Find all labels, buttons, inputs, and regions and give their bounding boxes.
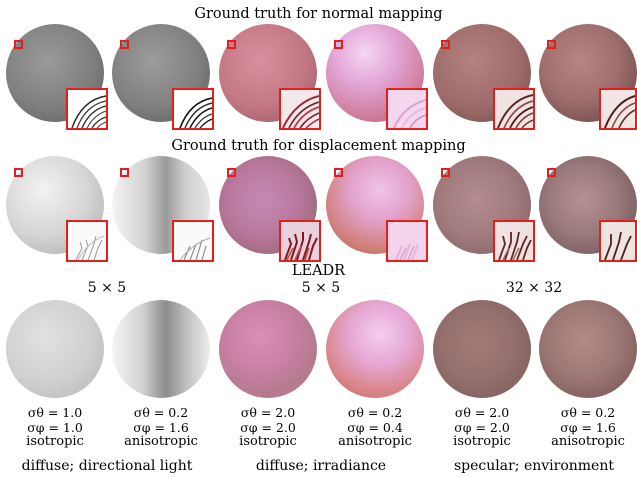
zoom-inset-displacement-6 <box>599 220 637 262</box>
zoom-marker <box>547 168 556 177</box>
zoom-inset-displacement-3 <box>279 220 321 262</box>
zoom-marker <box>120 168 129 177</box>
zoom-marker <box>547 40 556 49</box>
column-caption: σθ = 1.0 σφ = 1.0 isotropic <box>6 405 104 450</box>
sphere-leadr-4 <box>326 300 424 398</box>
column-caption: σθ = 0.2 σφ = 1.6 anisotropic <box>539 405 637 450</box>
displacement-mapping-row <box>0 154 637 262</box>
sigma-theta: σθ = 1.0 <box>27 405 83 420</box>
sigma-phi: σφ = 2.0 <box>240 419 296 435</box>
sigma-theta: σθ = 2.0 <box>454 405 510 420</box>
zoom-marker <box>120 40 129 49</box>
sigma-theta: σθ = 0.2 <box>560 405 616 420</box>
column-type: isotropic <box>453 434 511 449</box>
resolution-label: 5 × 5 <box>301 280 341 296</box>
leadr-row <box>0 298 637 406</box>
normal-mapping-heading: Ground truth for normal mapping <box>194 6 443 22</box>
column-caption: σθ = 2.0 σφ = 2.0 isotropic <box>433 405 531 450</box>
column-caption: σθ = 2.0 σφ = 2.0 isotropic <box>219 405 317 450</box>
zoom-inset-displacement-2 <box>172 220 214 262</box>
sigma-phi: σφ = 1.6 <box>560 419 616 435</box>
sigma-phi: σφ = 1.0 <box>27 419 83 435</box>
zoom-marker <box>334 168 343 177</box>
zoom-marker <box>14 40 23 49</box>
group-label: specular; environment <box>453 458 614 474</box>
sigma-phi: σφ = 2.0 <box>454 419 510 435</box>
zoom-marker <box>441 40 450 49</box>
displacement-mapping-heading: Ground truth for displacement mapping <box>171 138 466 154</box>
column-type: anisotropic <box>124 434 198 449</box>
sigma-phi: σφ = 1.6 <box>133 419 189 435</box>
zoom-marker <box>14 168 23 177</box>
sphere-leadr-3 <box>219 300 317 398</box>
zoom-inset-normal-5 <box>493 88 535 130</box>
zoom-marker <box>334 40 343 49</box>
zoom-inset-normal-1 <box>66 88 108 130</box>
resolution-label: 5 × 5 <box>87 280 127 296</box>
leadr-heading: LEADR <box>291 263 346 279</box>
zoom-marker <box>227 40 236 49</box>
column-type: isotropic <box>239 434 297 449</box>
zoom-marker <box>227 168 236 177</box>
normal-mapping-row <box>0 22 637 130</box>
sigma-theta: σθ = 2.0 <box>240 405 296 420</box>
column-type: anisotropic <box>551 434 625 449</box>
zoom-inset-normal-6 <box>599 88 637 130</box>
zoom-inset-displacement-1 <box>66 220 108 262</box>
zoom-inset-normal-3 <box>279 88 321 130</box>
column-type: anisotropic <box>338 434 412 449</box>
sphere-leadr-5 <box>433 300 531 398</box>
zoom-inset-normal-2 <box>172 88 214 130</box>
zoom-inset-displacement-5 <box>493 220 535 262</box>
column-caption: σθ = 0.2 σφ = 0.4 anisotropic <box>326 405 424 450</box>
zoom-marker <box>441 168 450 177</box>
sigma-phi: σφ = 0.4 <box>347 419 403 435</box>
sphere-leadr-1 <box>6 300 104 398</box>
column-caption: σθ = 0.2 σφ = 1.6 anisotropic <box>112 405 210 450</box>
resolution-label: 32 × 32 <box>505 280 563 296</box>
group-label: diffuse; directional light <box>21 458 193 474</box>
group-label: diffuse; irradiance <box>255 458 387 474</box>
sphere-leadr-2 <box>112 300 210 398</box>
column-type: isotropic <box>26 434 84 449</box>
sigma-theta: σθ = 0.2 <box>347 405 403 420</box>
zoom-inset-normal-4 <box>386 88 428 130</box>
zoom-inset-displacement-4 <box>386 220 428 262</box>
sphere-leadr-6 <box>539 300 637 398</box>
sigma-theta: σθ = 0.2 <box>133 405 189 420</box>
